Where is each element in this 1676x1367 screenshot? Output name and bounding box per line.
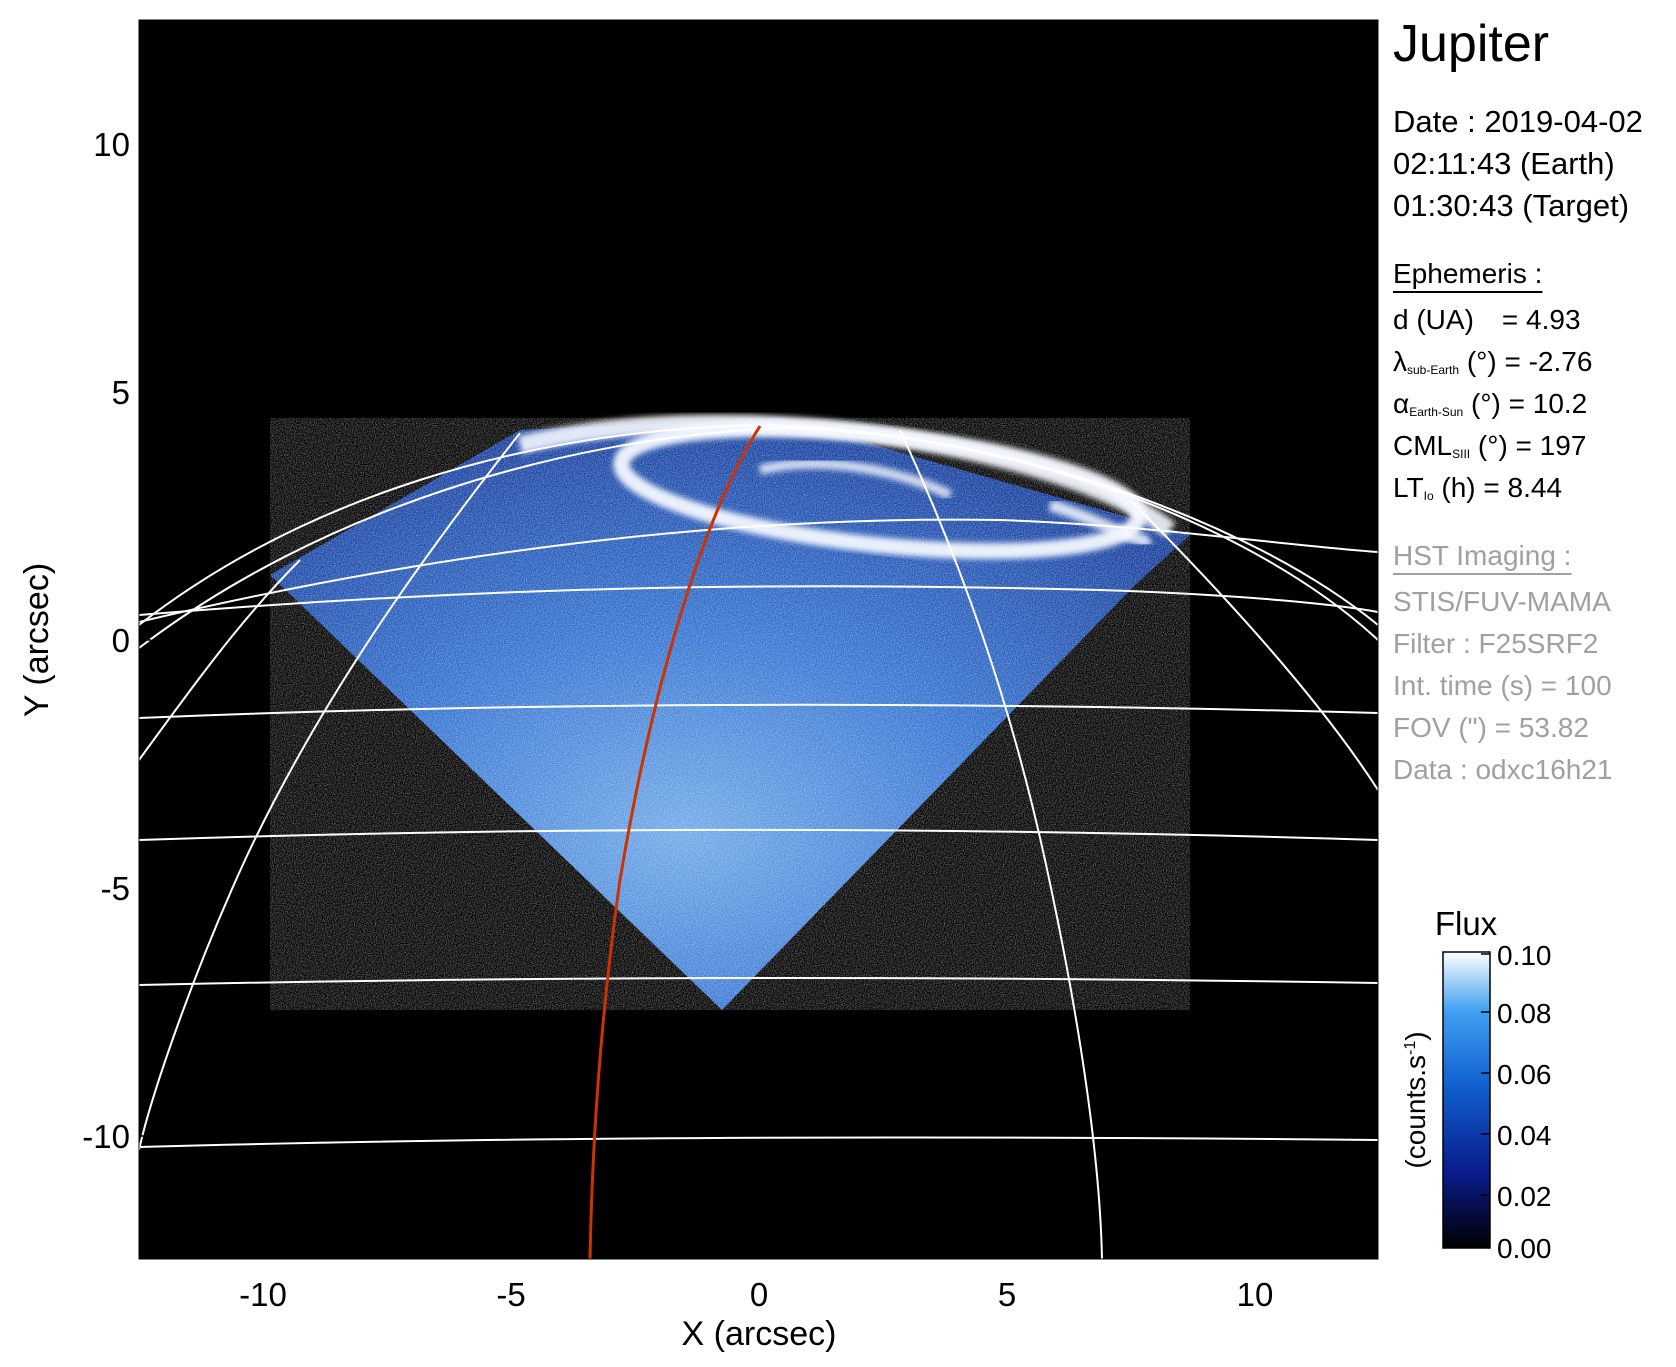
integration-time: Int. time (s) = 100 <box>1393 670 1612 701</box>
y-axis-label: Y (arcsec) <box>18 563 56 717</box>
colorbar-tick: 0.02 <box>1497 1181 1552 1212</box>
colorbar-tick: 0.08 <box>1497 998 1552 1029</box>
colorbar-tick: 0.04 <box>1497 1120 1552 1151</box>
y-tick-label: -5 <box>101 870 130 907</box>
planet-grid <box>139 423 1378 1259</box>
colorbar-tick: 0.10 <box>1497 940 1552 971</box>
colorbar-unit: (counts.s-1) <box>1400 1031 1431 1168</box>
highlighted-meridian <box>588 425 762 1259</box>
ephemeris-cml: CMLSIII (°) = 197 <box>1393 430 1587 461</box>
ephemeris-lt: LTIo (h) = 8.44 <box>1393 472 1563 503</box>
y-tick-label: 5 <box>112 374 130 411</box>
field-of-view: FOV (") = 53.82 <box>1393 712 1589 743</box>
x-tick-label: 5 <box>998 1276 1016 1313</box>
ephemeris-alpha: αEarth-Sun (°) = 10.2 <box>1393 388 1588 419</box>
planet-title: Jupiter <box>1393 15 1550 73</box>
time-target: 01:30:43 (Target) <box>1393 188 1630 223</box>
ephemeris-header: Ephemeris : <box>1393 258 1543 289</box>
colorbar-tick: 0.00 <box>1497 1233 1552 1264</box>
time-earth: 02:11:43 (Earth) <box>1393 146 1615 181</box>
y-tick-label: -10 <box>82 1118 130 1155</box>
x-tick-label: 0 <box>750 1276 768 1313</box>
x-axis-label: X (arcsec) <box>682 1315 837 1353</box>
y-tick-label: 10 <box>93 126 130 163</box>
colorbar <box>1442 951 1491 1249</box>
instrument: STIS/FUV-MAMA <box>1393 586 1611 617</box>
x-tick-label: -10 <box>239 1276 287 1313</box>
hst-header: HST Imaging : <box>1393 540 1572 571</box>
ephemeris-lambda: λsub-Earth (°) = -2.76 <box>1393 346 1593 377</box>
filter: Filter : F25SRF2 <box>1393 628 1599 659</box>
x-tick-label: 10 <box>1237 1276 1274 1313</box>
colorbar-title: Flux <box>1435 905 1498 942</box>
x-tick-label: -5 <box>496 1276 525 1313</box>
ephemeris-distance: d (UA) = 4.93 <box>1393 304 1581 335</box>
y-tick-label: 0 <box>112 622 130 659</box>
detector-fov <box>270 418 1190 1010</box>
date-line: Date : 2019-04-02 <box>1393 104 1643 139</box>
data-id: Data : odxc16h21 <box>1393 754 1613 785</box>
colorbar-tick: 0.06 <box>1497 1059 1552 1090</box>
